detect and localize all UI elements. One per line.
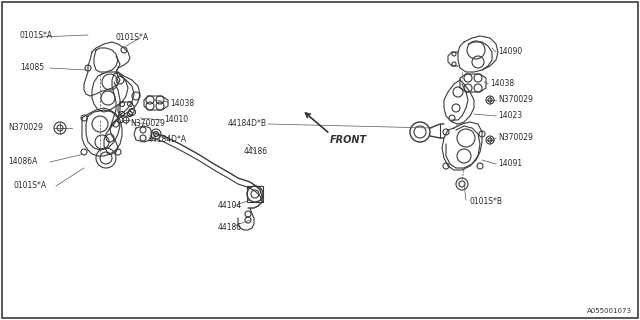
Text: N370029: N370029 [498, 95, 533, 105]
Text: N370029: N370029 [8, 124, 43, 132]
Text: 44186: 44186 [244, 148, 268, 156]
Text: 14023: 14023 [498, 111, 522, 121]
Text: 14091: 14091 [498, 159, 522, 169]
Text: 14086A: 14086A [8, 157, 37, 166]
Text: 14085: 14085 [20, 63, 44, 73]
Text: 44104: 44104 [218, 202, 243, 211]
Text: 0101S*A: 0101S*A [14, 181, 47, 190]
Text: 0101S*A: 0101S*A [20, 30, 53, 39]
Text: 0101S*B: 0101S*B [470, 197, 503, 206]
Text: A055001073: A055001073 [587, 308, 632, 314]
Text: 44184D*B: 44184D*B [228, 119, 267, 129]
Text: N370029: N370029 [498, 133, 533, 142]
Text: 14038: 14038 [170, 99, 194, 108]
Text: 14038: 14038 [490, 79, 514, 89]
Text: 44186: 44186 [218, 223, 242, 233]
Text: FRONT: FRONT [330, 135, 367, 145]
Text: 0101S*A: 0101S*A [116, 34, 149, 43]
Text: N370029: N370029 [130, 119, 165, 129]
Text: 14010: 14010 [164, 116, 188, 124]
Text: 44184D*A: 44184D*A [148, 135, 187, 145]
Text: 14090: 14090 [498, 47, 522, 57]
